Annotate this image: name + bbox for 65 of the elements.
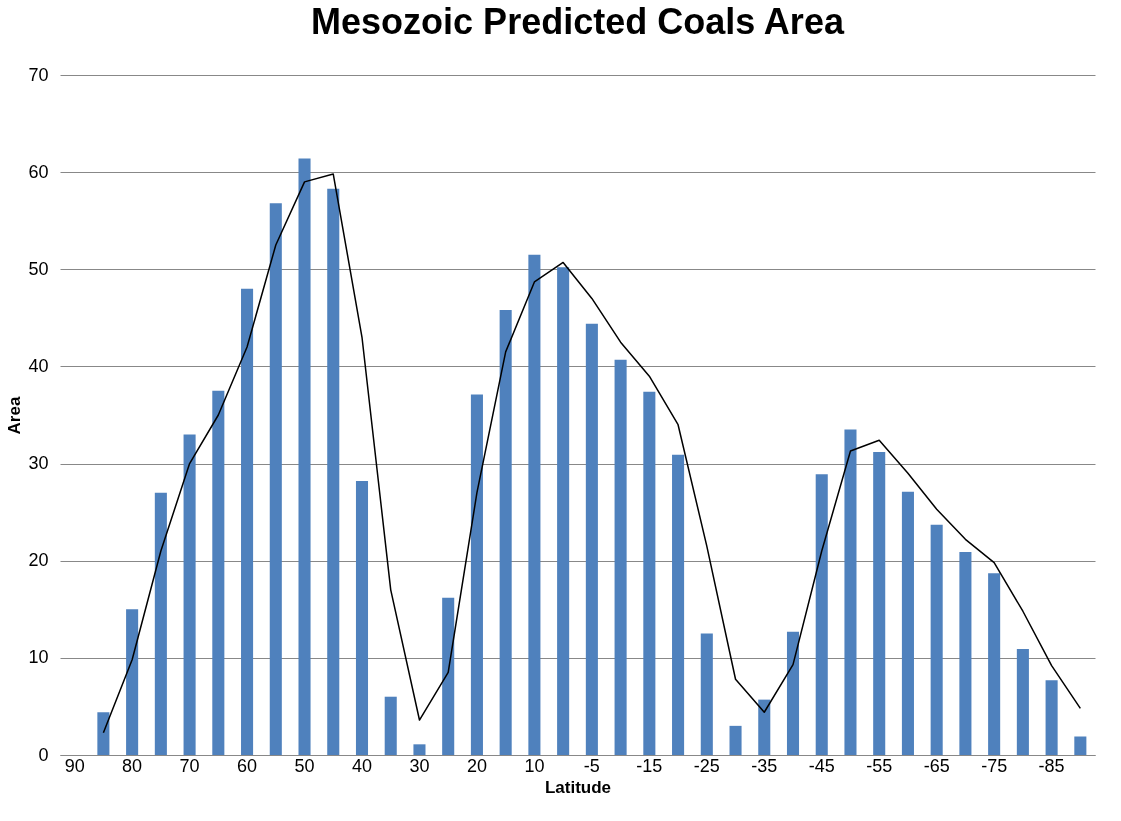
y-tick-label: 30 — [28, 453, 49, 474]
bar — [1074, 736, 1087, 755]
x-tick-label: 20 — [466, 755, 487, 776]
bar — [269, 203, 282, 755]
bar — [901, 491, 914, 755]
bar — [1016, 649, 1029, 755]
bar — [126, 609, 139, 755]
y-tick-label: 50 — [28, 258, 49, 279]
y-axis-title: Area — [5, 396, 25, 435]
x-tick-label: 10 — [524, 755, 545, 776]
x-tick-label: 80 — [122, 755, 143, 776]
y-tick-label: 70 — [28, 64, 49, 85]
bar — [470, 394, 483, 755]
bar — [844, 429, 857, 755]
x-tick-label: 40 — [351, 755, 373, 776]
bar — [758, 699, 771, 755]
bar — [384, 696, 397, 755]
y-tick-label: 60 — [28, 161, 49, 182]
bar — [183, 434, 196, 755]
x-tick-label: -5 — [583, 755, 600, 776]
x-tick-label: -55 — [866, 755, 893, 776]
y-tick-label: 10 — [28, 647, 49, 668]
x-tick-label: 90 — [64, 755, 85, 776]
x-tick-label: 60 — [237, 755, 258, 776]
bar — [930, 524, 943, 755]
bar — [327, 188, 340, 755]
x-tick-label: -35 — [751, 755, 778, 776]
x-tick-label: -65 — [923, 755, 950, 776]
chart-title: Mesozoic Predicted Coals Area — [311, 1, 845, 42]
x-tick-label: -45 — [808, 755, 835, 776]
bar — [786, 631, 800, 755]
bar — [614, 359, 627, 755]
bar — [298, 158, 311, 755]
y-tick-label: 0 — [38, 744, 49, 765]
bar — [355, 481, 369, 755]
bar — [154, 492, 167, 755]
bar — [97, 712, 110, 755]
bar — [815, 474, 828, 755]
x-tick-label: -25 — [693, 755, 720, 776]
x-tick-label: 30 — [409, 755, 430, 776]
bar — [212, 390, 225, 755]
bar — [873, 451, 886, 755]
line-series — [102, 173, 1082, 734]
x-tick-label: -75 — [981, 755, 1008, 776]
bar — [988, 573, 1001, 755]
bar — [413, 744, 426, 755]
bar — [700, 633, 713, 755]
x-axis-title: Latitude — [544, 777, 612, 797]
y-tick-label: 20 — [28, 550, 49, 571]
bar — [557, 267, 570, 755]
bar — [499, 310, 512, 755]
x-tick-label: 70 — [179, 755, 200, 776]
x-tick-label: -15 — [636, 755, 663, 776]
bar — [729, 725, 742, 755]
x-tick-label: -85 — [1038, 755, 1065, 776]
bar — [672, 454, 685, 755]
x-tick-label: 50 — [294, 755, 315, 776]
bar — [241, 288, 254, 755]
bar — [1045, 680, 1058, 755]
bar — [959, 551, 972, 755]
y-tick-label: 40 — [28, 355, 49, 376]
bar — [585, 323, 598, 755]
bar — [442, 597, 455, 755]
bar — [643, 391, 656, 755]
bar — [528, 254, 541, 755]
